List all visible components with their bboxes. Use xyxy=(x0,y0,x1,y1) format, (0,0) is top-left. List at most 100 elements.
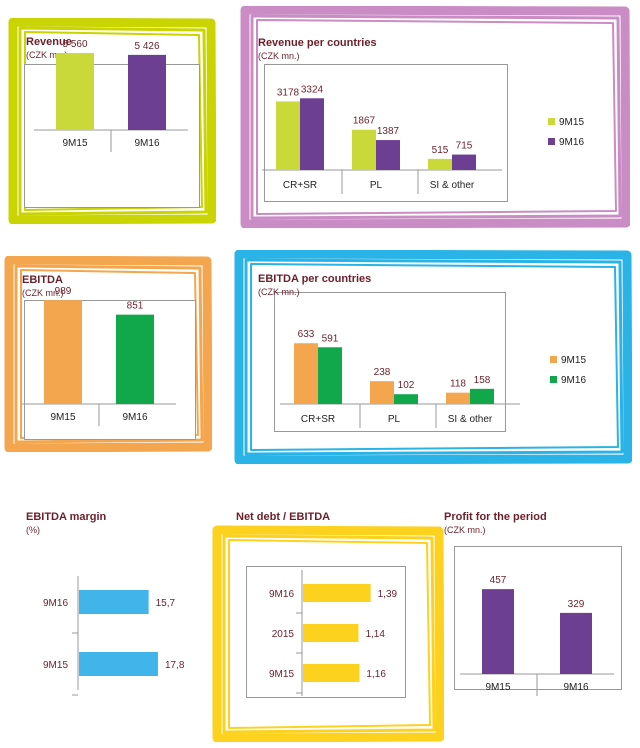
category-label: SI & other xyxy=(430,180,475,191)
bar-9m16 xyxy=(318,347,342,404)
ebitda-section: EBITDA (CZK mn.) 989 9M15 851 9M16 xyxy=(4,256,212,452)
bar-9m15 xyxy=(56,53,94,131)
legend-label: 9M16 xyxy=(561,375,586,386)
net-debt-frame xyxy=(212,525,444,742)
category-label: 9M15 xyxy=(269,669,294,680)
value-label: 1,16 xyxy=(366,669,386,680)
ebitda-countries-unit: (CZK mn.) xyxy=(258,287,300,297)
ebitda-chart: 989 9M15 851 9M16 xyxy=(22,286,176,426)
ebitda-unit: (CZK mn.) xyxy=(22,288,64,298)
value-label: 118 xyxy=(450,379,466,390)
value-label: 5 426 xyxy=(134,41,159,52)
bar-9m15 xyxy=(482,589,514,674)
ebitda-countries-chart: 633 591 CR+SR 238 102 PL 118 158 SI & other 9M15 9… xyxy=(280,329,586,428)
legend-swatch xyxy=(550,376,557,383)
value-label: 3178 xyxy=(277,87,300,98)
category-label: 9M15 xyxy=(62,138,87,149)
profit-section: Profit for the period (CZK mn.) 457 9M15 3… xyxy=(430,500,630,730)
value-label: 633 xyxy=(298,329,315,340)
legend-label: 9M16 xyxy=(559,137,584,148)
bar-9m15 xyxy=(352,129,376,170)
value-label: 1,39 xyxy=(378,589,398,600)
ebitda-margin-chart: 15,7 9M16 17,8 9M15 xyxy=(43,576,185,696)
bar-9m16 xyxy=(452,154,476,170)
bar-9m16 xyxy=(303,584,371,602)
category-label: 2015 xyxy=(272,629,295,640)
ebitda-title: EBITDA xyxy=(22,274,63,286)
ebitda-margin-section: EBITDA margin (%) 15,7 9M16 17,8 9M15 xyxy=(0,500,220,730)
legend-swatch xyxy=(548,138,555,145)
value-label: 15,7 xyxy=(156,598,176,609)
bar-2015 xyxy=(303,624,359,642)
category-label: PL xyxy=(388,414,401,425)
category-label: 9M16 xyxy=(122,412,147,423)
value-label: 158 xyxy=(474,375,491,386)
net-debt-chart: 1,39 9M16 1,14 2015 1,16 9M15 xyxy=(269,570,398,696)
bar-9m16 xyxy=(300,98,324,170)
revenue-unit: (CZK mn.) xyxy=(26,50,68,60)
ebitda-frame xyxy=(4,256,212,452)
bar-9m16 xyxy=(394,394,418,404)
bar-9m15 xyxy=(446,392,470,404)
bar-9m15 xyxy=(370,381,394,404)
category-label: 9M16 xyxy=(563,682,588,693)
net-debt-title: Net debt / EBITDA xyxy=(236,511,331,523)
legend-label: 9M15 xyxy=(559,117,584,128)
bar-9m16 xyxy=(560,612,592,674)
value-label: 102 xyxy=(398,380,415,391)
profit-chart: 457 9M15 329 9M16 xyxy=(460,575,614,696)
ebitda-margin-unit: (%) xyxy=(26,525,40,535)
category-label: 9M15 xyxy=(50,412,75,423)
category-label: 9M16 xyxy=(269,589,294,600)
revenue-countries-frame xyxy=(240,6,630,228)
category-label: 9M15 xyxy=(43,660,68,671)
revenue-title: Revenue xyxy=(26,36,72,48)
category-label: CR+SR xyxy=(283,180,317,191)
value-label: 1387 xyxy=(377,126,400,137)
value-label: 17,8 xyxy=(165,660,185,671)
category-label: 9M16 xyxy=(134,138,159,149)
revenue-countries-title: Revenue per countries xyxy=(258,37,377,49)
bar-9m15 xyxy=(303,664,360,682)
bar-9m16 xyxy=(128,54,166,130)
value-label: 851 xyxy=(127,301,144,312)
category-label: SI & other xyxy=(448,414,493,425)
profit-unit: (CZK mn.) xyxy=(444,525,486,535)
legend-swatch xyxy=(548,118,555,125)
ebitda-margin-title: EBITDA margin xyxy=(26,511,107,523)
value-label: 989 xyxy=(55,286,72,297)
revenue-chart: 5 560 9M15 5 426 9M16 xyxy=(34,39,188,152)
category-label: PL xyxy=(370,180,383,191)
net-debt-section: Net debt / EBITDA 1,39 9M16 1,14 2015 1,16 9M… xyxy=(212,500,444,742)
value-label: 591 xyxy=(322,333,339,344)
bar-9m16 xyxy=(376,140,400,170)
legend-swatch xyxy=(550,356,557,363)
bar-9m16 xyxy=(116,314,154,404)
category-label: CR+SR xyxy=(301,414,335,425)
bar-9m15 xyxy=(276,101,300,170)
value-label: 3324 xyxy=(301,84,324,95)
profit-title: Profit for the period xyxy=(444,511,547,523)
bar-9m16 xyxy=(79,590,149,614)
revenue-countries-unit: (CZK mn.) xyxy=(258,51,300,61)
ebitda-countries-title: EBITDA per countries xyxy=(258,273,372,285)
ebitda-countries-frame xyxy=(234,250,632,464)
bar-9m16 xyxy=(470,388,494,404)
value-label: 1867 xyxy=(353,116,376,127)
bar-9m15 xyxy=(294,343,318,404)
bar-9m15 xyxy=(428,158,452,170)
category-label: 9M15 xyxy=(485,682,510,693)
ebitda-countries-section: EBITDA per countries (CZK mn.) 633 591 CR+… xyxy=(234,250,632,464)
revenue-section: Revenue (CZK mn.) 5 560 9M15 5 426 9M16 xyxy=(8,18,216,224)
legend-label: 9M15 xyxy=(561,355,586,366)
value-label: 715 xyxy=(456,141,473,152)
category-label: 9M16 xyxy=(43,598,68,609)
value-label: 1,14 xyxy=(365,629,385,640)
bar-9m15 xyxy=(79,652,158,676)
value-label: 5 560 xyxy=(62,39,87,50)
revenue-countries-section: Revenue per countries (CZK mn.) 3178 3324… xyxy=(240,6,630,228)
bar-9m15 xyxy=(44,300,82,404)
value-label: 457 xyxy=(490,575,507,586)
value-label: 515 xyxy=(432,145,449,156)
